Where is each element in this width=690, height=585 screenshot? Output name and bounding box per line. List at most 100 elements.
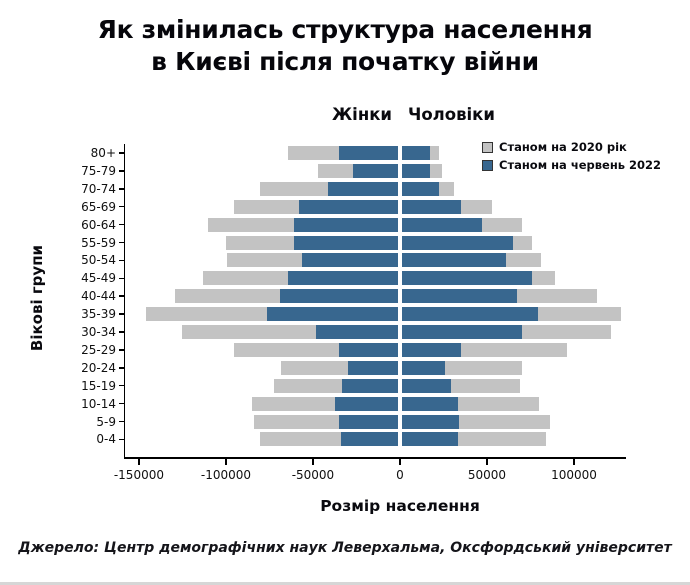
bar-women-2022-10-14 <box>335 396 398 411</box>
x-tick-label--100000: -100000 <box>200 468 251 482</box>
bottom-border <box>0 582 690 585</box>
y-tick-label-30-34: 30-34 <box>81 325 116 339</box>
legend-item-2022: Станом на червень 2022 <box>482 158 661 173</box>
legend-item-2020: Станом на 2020 рік <box>482 140 661 155</box>
y-tick-label-70-74: 70-74 <box>81 181 116 196</box>
y-tick-label-25-29: 25-29 <box>81 342 116 357</box>
y-tick-55-59 <box>119 241 125 244</box>
y-tick-label-35-39: 35-39 <box>81 307 116 322</box>
bar-men-2022-0-4 <box>401 432 458 447</box>
bar-women-2022-20-24 <box>347 360 398 375</box>
legend-swatch-2022 <box>482 160 493 171</box>
women-column-header: Жінки <box>331 105 392 124</box>
y-tick-label-45-49: 45-49 <box>81 271 116 286</box>
bar-women-2022-60-64 <box>293 217 398 232</box>
y-tick-label-0-4: 0-4 <box>96 432 116 447</box>
bar-women-2022-35-39 <box>267 307 398 322</box>
y-tick-40-44 <box>119 295 125 297</box>
bar-men-2022-10-14 <box>401 396 458 411</box>
bar-men-2022-30-34 <box>401 325 523 339</box>
x-tick-label--50000: -50000 <box>291 468 335 482</box>
y-tick-label-50-54: 50-54 <box>81 253 116 268</box>
y-tick-label-55-59: 55-59 <box>81 235 116 250</box>
x-axis-line <box>123 457 626 459</box>
y-tick-0-4 <box>119 438 125 441</box>
bar-men-2022-60-64 <box>401 217 483 232</box>
legend-label-2022: Станом на червень 2022 <box>499 158 662 172</box>
y-tick-5-9 <box>119 420 125 423</box>
bar-men-2022-25-29 <box>401 342 462 357</box>
y-tick-50-54 <box>119 259 125 262</box>
y-tick-label-80+: 80+ <box>90 146 116 160</box>
legend-label-2020: Станом на 2020 рік <box>499 140 627 154</box>
bar-men-2022-65-69 <box>401 199 462 214</box>
bar-women-2022-45-49 <box>288 271 398 286</box>
y-axis-line <box>123 144 126 459</box>
y-tick-60-64 <box>119 223 125 226</box>
y-tick-label-60-64: 60-64 <box>81 217 116 232</box>
bar-women-2022-15-19 <box>342 378 398 393</box>
bar-women-2022-55-59 <box>293 235 398 250</box>
x-tick-label-50000: 50000 <box>467 468 507 482</box>
bar-women-2022-65-69 <box>298 199 398 214</box>
y-tick-35-39 <box>119 313 125 315</box>
y-tick-label-65-69: 65-69 <box>81 199 116 214</box>
bars-layer <box>125 140 625 457</box>
y-tick-25-29 <box>119 349 125 351</box>
x-tick--100000 <box>225 458 227 465</box>
bar-men-2022-80+ <box>401 146 430 160</box>
x-tick--50000 <box>312 458 314 465</box>
legend: Станом на 2020 рік Станом на червень 202… <box>482 140 661 176</box>
chart-title-line2: в Києві після початку війни <box>151 47 539 76</box>
men-column-header: Чоловіки <box>408 105 495 124</box>
chart-title-line1: Як змінилась структура населення <box>97 15 593 44</box>
bar-women-2022-0-4 <box>340 432 398 447</box>
bar-women-2022-25-29 <box>338 342 398 357</box>
y-tick-label-15-19: 15-19 <box>81 378 116 393</box>
bar-men-2022-35-39 <box>401 307 538 322</box>
bar-women-2022-50-54 <box>302 253 398 268</box>
y-tick-70-74 <box>119 188 125 190</box>
x-tick-0 <box>399 458 401 465</box>
legend-swatch-2020 <box>482 142 493 153</box>
bar-men-2022-15-19 <box>401 378 451 393</box>
y-tick-10-14 <box>119 402 125 405</box>
bar-men-2022-50-54 <box>401 253 507 268</box>
y-tick-45-49 <box>119 277 125 280</box>
y-tick-65-69 <box>119 205 125 208</box>
y-tick-label-40-44: 40-44 <box>81 289 116 304</box>
y-tick-label-5-9: 5-9 <box>96 414 116 429</box>
bar-men-2022-20-24 <box>401 360 446 375</box>
y-tick-label-10-14: 10-14 <box>81 396 116 411</box>
bar-men-2022-40-44 <box>401 289 517 304</box>
x-tick-label-100000: 100000 <box>551 468 597 482</box>
x-tick-50000 <box>486 458 488 465</box>
y-tick-75-79 <box>119 170 125 172</box>
bar-women-2022-30-34 <box>316 325 398 339</box>
y-tick-80+ <box>119 152 125 154</box>
bar-women-2022-70-74 <box>328 181 398 196</box>
x-tick-label-0: 0 <box>396 468 404 482</box>
y-tick-label-75-79: 75-79 <box>81 163 116 178</box>
bar-women-2022-75-79 <box>352 163 398 178</box>
y-tick-20-24 <box>119 367 125 369</box>
bar-women-2022-40-44 <box>279 289 398 304</box>
y-tick-30-34 <box>119 331 125 333</box>
source-caption: Джерело: Центр демографічних наук Леверх… <box>18 540 672 556</box>
y-tick-15-19 <box>119 384 125 387</box>
x-tick--150000 <box>138 458 140 465</box>
x-tick-label--150000: -150000 <box>113 468 164 482</box>
bar-men-2022-70-74 <box>401 181 439 196</box>
bar-men-2022-5-9 <box>401 414 460 429</box>
chart-title: Як змінилась структура населення в Києві… <box>0 14 690 78</box>
bar-men-2022-45-49 <box>401 271 533 286</box>
x-tick-100000 <box>573 458 575 465</box>
bar-men-2022-75-79 <box>401 163 430 178</box>
x-axis-title: Розмір населення <box>320 497 480 515</box>
bar-women-2022-80+ <box>338 146 398 160</box>
bar-women-2022-5-9 <box>338 414 398 429</box>
bar-men-2022-55-59 <box>401 235 514 250</box>
plot-area <box>125 140 625 457</box>
y-tick-label-20-24: 20-24 <box>81 360 116 375</box>
